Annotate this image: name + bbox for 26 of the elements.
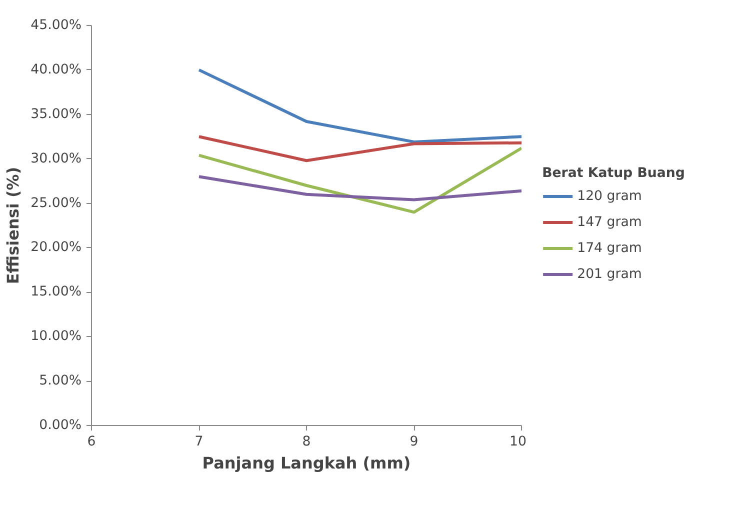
x-tick-label: 10 [510, 434, 527, 450]
y-tick-label: 10.00% [30, 329, 82, 344]
y-tick-label: 30.00% [30, 151, 82, 166]
x-tick-label: 9 [410, 434, 418, 450]
legend-label: 120 gram [577, 188, 642, 204]
y-tick-label: 35.00% [30, 106, 82, 122]
legend-label: 201 gram [577, 266, 642, 282]
line-series [198, 146, 522, 214]
y-axis-title: Effisiensi (%) [4, 166, 23, 284]
y-tick-label: 5.00% [39, 374, 82, 389]
legend-title: Berat Katup Buang [542, 166, 685, 181]
line-series [198, 68, 522, 144]
y-tick-label: 25.00% [30, 196, 82, 211]
x-tick-label: 7 [194, 434, 204, 450]
line-series [198, 175, 522, 202]
legend-label: 174 gram [577, 240, 642, 256]
y-tick-label: 20.00% [30, 240, 82, 256]
y-tick-label: 40.00% [30, 62, 82, 78]
y-tick-label: 0.00% [39, 418, 82, 433]
y-tick-label: 45.00% [30, 18, 82, 33]
x-axis-title: Panjang Langkah (mm) [202, 454, 411, 472]
y-tick-label: 15.00% [30, 284, 82, 300]
legend-label: 147 gram [577, 214, 642, 230]
x-tick-label: 8 [302, 434, 311, 450]
line-series [198, 135, 522, 162]
x-tick-label: 6 [87, 434, 96, 450]
